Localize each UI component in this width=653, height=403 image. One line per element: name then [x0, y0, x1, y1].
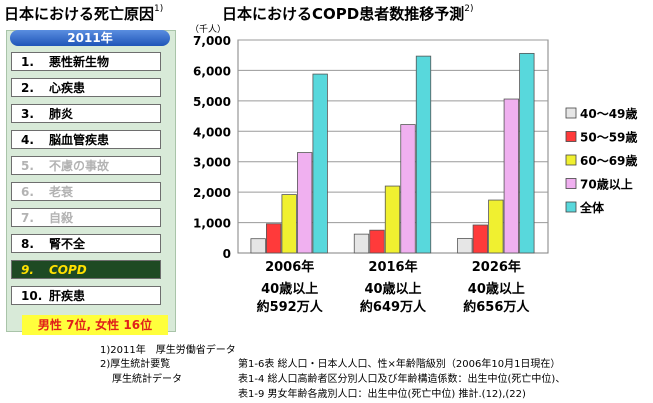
ranking-item: 9. COPD [11, 260, 161, 279]
ranking-item-rank: 2. [21, 81, 34, 95]
x-category-note: 約592万人 [257, 299, 324, 315]
ranking-item: 4. 脳血管疾患 [11, 130, 161, 149]
footnote-1: 1)2011年 厚生労働省データ [100, 345, 236, 356]
y-tick-label: 5,000 [193, 95, 231, 109]
legend-label: 40～49歳 [580, 106, 637, 121]
legend-swatch [565, 107, 577, 119]
ranking-item: 8. 腎不全 [11, 234, 161, 253]
ranking-year-badge: 2011年 [10, 30, 170, 46]
chart-title-text: 日本におけるCOPD患者数推移予測 [222, 5, 465, 23]
y-tick-label: 0 [223, 247, 231, 261]
ranking-item-rank: 4. [21, 133, 34, 147]
y-tick-label: 3,000 [193, 156, 231, 170]
bar [519, 52, 535, 254]
bar [266, 223, 282, 254]
x-category-label: 2006年 [265, 259, 314, 275]
footnote-3-label: 厚生統計データ [112, 374, 182, 385]
y-tick-label: 6,000 [193, 64, 231, 78]
bar [353, 233, 370, 254]
x-category-label: 2026年 [472, 259, 521, 275]
y-unit-label: （千人） [190, 24, 226, 35]
ranking-item-rank: 5. [21, 159, 34, 173]
legend-label: 全体 [579, 200, 605, 215]
ranking-item-label: 自殺 [49, 211, 74, 225]
ranking-item-label: 脳血管疾患 [49, 133, 110, 147]
bar [384, 185, 401, 254]
x-category-label: 2016年 [368, 259, 417, 275]
left-title: 日本における死亡原因1) [4, 3, 163, 24]
ranking-item-label: 不慮の事故 [49, 159, 110, 173]
chart-title: 日本におけるCOPD患者数推移予測2) [222, 3, 473, 24]
bar [457, 237, 473, 254]
ranking-item-rank: 6. [21, 185, 34, 199]
ranking-item: 6. 老衰 [11, 182, 161, 201]
bar [297, 152, 313, 254]
ranking-item-rank: 7. [21, 211, 34, 225]
ranking-item-label: COPD [49, 263, 87, 277]
left-title-text: 日本における死亡原因 [4, 5, 155, 23]
ranking-item: 3. 肺炎 [11, 104, 161, 123]
sex-rank-note: 男性 7位, 女性 16位 [22, 315, 168, 335]
ranking-item-label: 肺炎 [49, 107, 74, 121]
bar [369, 229, 385, 254]
y-tick-label: 1,000 [193, 217, 231, 231]
legend-swatch [565, 154, 577, 166]
legend-swatch [565, 178, 577, 189]
footnote-2-label: 2)厚生統計要覧 [100, 359, 171, 370]
ranking-item-label: 悪性新生物 [49, 55, 110, 69]
x-category-note: 40歳以上 [468, 281, 525, 297]
bar [415, 55, 432, 254]
ranking-item-rank: 3. [21, 107, 34, 121]
legend-label: 50～59歳 [580, 130, 637, 145]
y-tick-label: 7,000 [193, 34, 231, 48]
left-title-note: 1) [154, 4, 164, 14]
ranking-item-rank: 10. [21, 289, 43, 303]
x-category-note: 40歳以上 [364, 281, 421, 297]
x-category-note: 約656万人 [463, 299, 530, 315]
x-category-note: 40歳以上 [261, 281, 318, 297]
legend-label: 70歳以上 [580, 177, 633, 192]
ranking-item-rank: 8. [21, 237, 34, 251]
x-category-note: 約649万人 [360, 299, 427, 315]
footnote-4-text: 表1-9 男女年齢各歳別人口：出生中位(死亡中位) 推計.(12),(22) [238, 389, 526, 400]
ranking-item-label: 肝疾患 [49, 289, 86, 303]
footnote-3-text: 表1-4 総人口高齢者区分別人口及び年齢構造係数：出生中位(死亡中位)、 [238, 374, 566, 385]
y-tick-label: 2,000 [193, 186, 231, 200]
ranking-item-label: 腎不全 [49, 237, 86, 251]
legend-swatch [565, 201, 577, 213]
ranking-item: 1. 悪性新生物 [11, 52, 161, 71]
bar [250, 238, 266, 254]
footnote-2-text: 第1-6表 総人口・日本人人口、性×年齢階級別（2006年10月1日現在） [238, 359, 561, 370]
bar [400, 124, 416, 254]
legend-label: 60～69歳 [580, 153, 637, 168]
ranking-item-label: 老衰 [49, 185, 74, 199]
bar [503, 98, 519, 254]
ranking-item-rank: 9. [21, 263, 34, 277]
legend-swatch [565, 131, 577, 142]
bar [472, 224, 488, 254]
ranking-item: 10. 肝疾患 [11, 286, 161, 305]
ranking-item-rank: 1. [21, 55, 34, 69]
y-tick-label: 4,000 [193, 125, 231, 139]
bar [488, 199, 504, 254]
ranking-item: 5. 不慮の事故 [11, 156, 161, 175]
ranking-item-label: 心疾患 [49, 81, 86, 95]
chart-title-note: 2) [464, 4, 474, 14]
ranking-item: 7. 自殺 [11, 208, 161, 227]
bar [312, 73, 328, 254]
ranking-item: 2. 心疾患 [11, 78, 161, 97]
bar [281, 194, 297, 254]
